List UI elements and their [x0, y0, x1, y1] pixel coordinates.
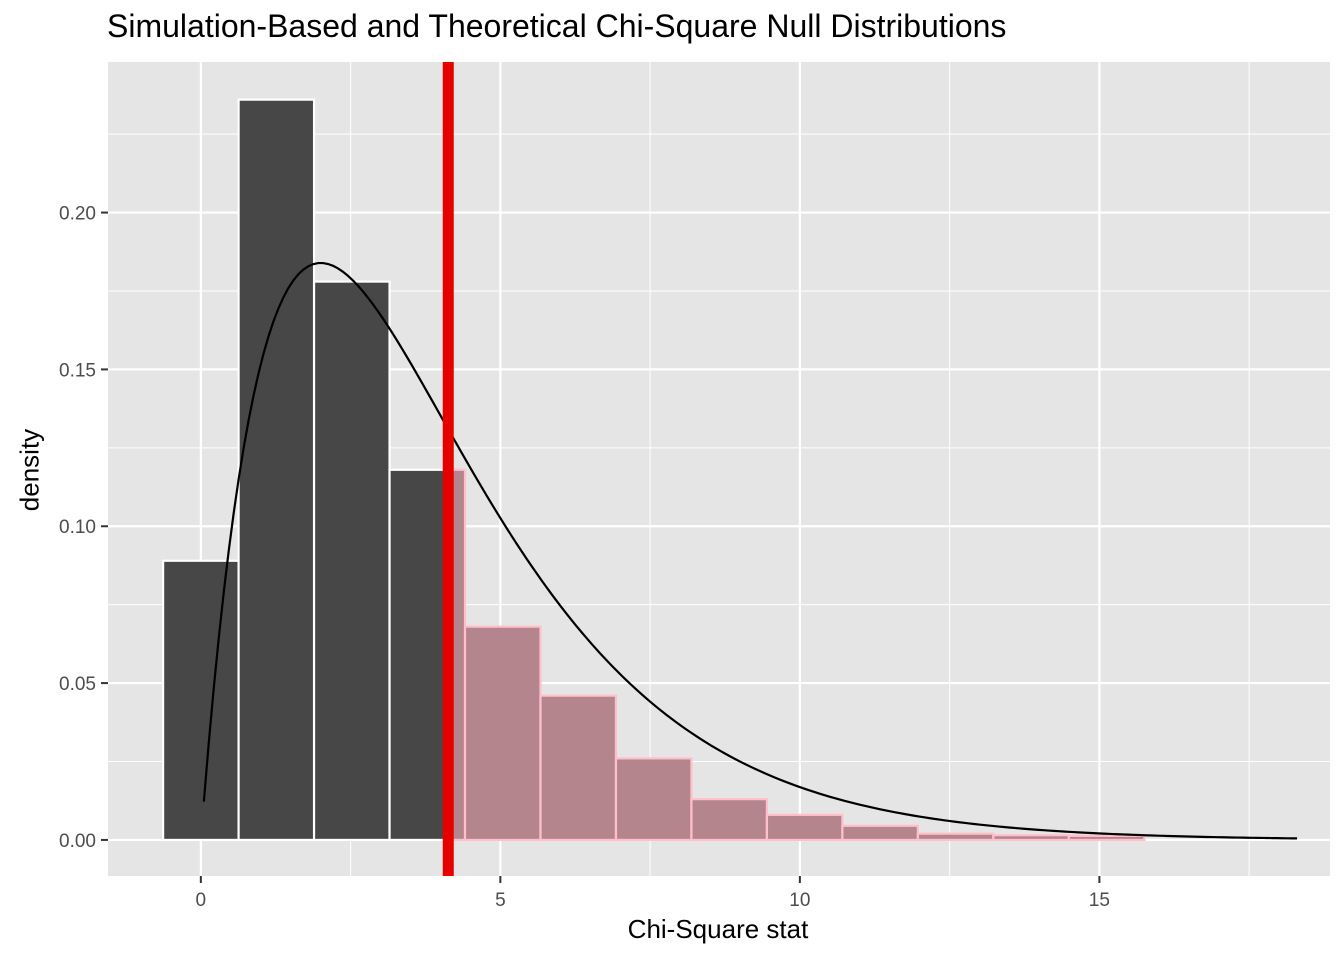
histogram-bar-shaded [690, 798, 769, 842]
histogram-bar-shaded [916, 832, 995, 842]
histogram-bar-shaded [539, 694, 618, 842]
y-tick-label: 0.15 [59, 360, 96, 381]
histogram-bar-shaded [992, 834, 1070, 842]
histogram-bar-shaded [841, 824, 919, 842]
chart-title: Simulation-Based and Theoretical Chi-Squ… [107, 8, 1007, 44]
histogram-bar [312, 280, 391, 842]
histogram-bar [388, 468, 450, 842]
histogram-bar-shaded [463, 625, 542, 842]
histogram-bar-shaded [1067, 834, 1146, 842]
y-tick-label: 0.10 [59, 517, 96, 538]
x-axis-label: Chi-Square stat [627, 914, 809, 944]
x-tick-label: 10 [789, 890, 810, 911]
y-tick-label: 0.05 [59, 674, 96, 695]
x-tick-label: 0 [196, 890, 207, 911]
histogram-bar-shaded [765, 813, 844, 842]
y-tick-label: 0.20 [59, 204, 96, 225]
x-tick-label: 5 [495, 890, 506, 911]
histogram-bar [237, 98, 316, 842]
y-tick-label: 0.00 [59, 831, 96, 852]
histogram-bar-shaded [614, 757, 693, 842]
histogram-bar [162, 559, 240, 842]
theoretical-density-curve [202, 261, 1298, 840]
x-tick-label: 15 [1089, 890, 1110, 911]
